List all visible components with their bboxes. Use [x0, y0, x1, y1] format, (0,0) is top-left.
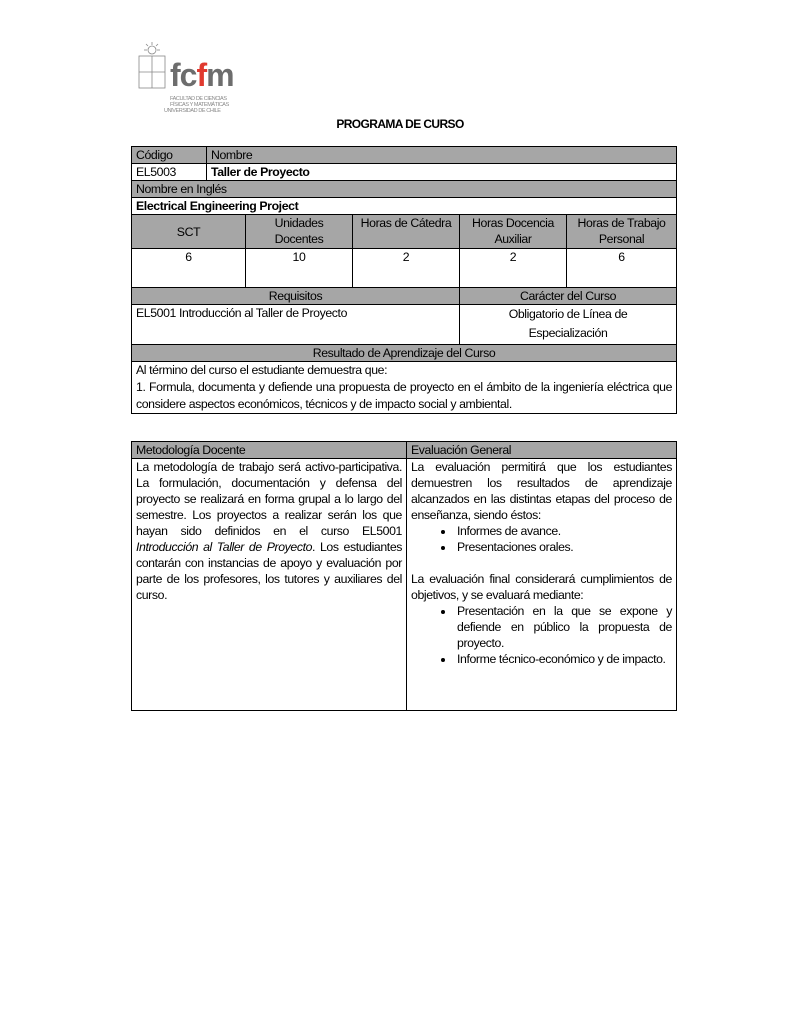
- outcome-item: 1. Formula, documenta y defiende una pro…: [136, 380, 673, 411]
- personal-hours-header: Horas de Trabajo Personal: [565, 214, 678, 249]
- methodology-course-ref: Introducción al Taller de Proyecto: [136, 540, 313, 554]
- page-title: PROGRAMA DE CURSO: [336, 117, 464, 131]
- list-item: Informe técnico-económico y de impacto.: [455, 651, 672, 667]
- sct-header: SCT: [131, 214, 246, 249]
- list-item: Informes de avance.: [455, 523, 672, 539]
- aux-hours-header: Horas Docencia Auxiliar: [459, 214, 567, 249]
- evaluation-list-2: Presentación en la que se expone y defie…: [411, 603, 672, 667]
- character-header: Carácter del Curso: [458, 287, 678, 305]
- list-item: Presentaciones orales.: [455, 539, 672, 555]
- methodology-text: La metodología de trabajo será activo-pa…: [136, 460, 402, 538]
- course-code: EL5003: [131, 163, 207, 181]
- course-info-table: Código Nombre EL5003 Taller de Proyecto No…: [130, 146, 678, 414]
- svg-text:UNIVERSIDAD DE CHILE: UNIVERSIDAD DE CHILE: [164, 108, 221, 114]
- character-value: Obligatorio de Línea de Especialización: [458, 304, 678, 345]
- methodology-header: Metodología Docente: [131, 441, 407, 459]
- course-name: Taller de Proyecto: [205, 163, 678, 181]
- evaluation-final: La evaluación final considerará cumplimi…: [411, 572, 672, 602]
- code-header: Código: [131, 146, 207, 164]
- english-name-header: Nombre en Inglés: [130, 180, 678, 198]
- evaluation-cell: La evaluación permitirá que los estudian…: [406, 458, 677, 711]
- outcome-intro: Al término del curso el estudiante demue…: [136, 363, 388, 377]
- name-header: Nombre: [205, 146, 678, 164]
- requisites-header: Requisitos: [131, 287, 460, 305]
- fcfm-logo: fcfm FACULTAD DE CIENCIAS FÍSICAS Y MATE…: [138, 42, 235, 114]
- methodology-cell: La metodología de trabajo será activo-pa…: [131, 458, 407, 711]
- requisites-value: EL5001 Introducción al Taller de Proyect…: [131, 304, 460, 345]
- svg-text:fcfm: fcfm: [170, 57, 234, 93]
- methodology-evaluation-table: Metodología Docente Evaluación General La…: [131, 441, 677, 711]
- lecture-hours-value: 2: [352, 248, 460, 288]
- svg-text:FÍSICAS Y MATEMÁTICAS: FÍSICAS Y MATEMÁTICAS: [170, 101, 230, 108]
- lecture-hours-header: Horas de Cátedra: [352, 214, 460, 249]
- list-item: Presentación en la que se expone y defie…: [455, 603, 672, 651]
- aux-hours-value: 2: [459, 248, 567, 288]
- methodology-text-end: . Los estudiantes contarán con instancia…: [136, 540, 403, 602]
- outcome-header: Resultado de Aprendizaje del Curso: [130, 344, 678, 362]
- english-name: Electrical Engineering Project: [130, 197, 678, 215]
- evaluation-header: Evaluación General: [406, 441, 677, 459]
- personal-hours-value: 6: [565, 248, 678, 288]
- evaluation-list-1: Informes de avance. Presentaciones orale…: [411, 523, 672, 555]
- units-value: 10: [245, 248, 353, 288]
- svg-text:FACULTAD DE CIENCIAS: FACULTAD DE CIENCIAS: [170, 96, 227, 102]
- units-header: Unidades Docentes: [245, 214, 353, 249]
- sct-value: 6: [131, 248, 246, 288]
- outcome-cell: Al término del curso el estudiante demue…: [130, 361, 678, 414]
- evaluation-intro: La evaluación permitirá que los estudian…: [411, 460, 672, 522]
